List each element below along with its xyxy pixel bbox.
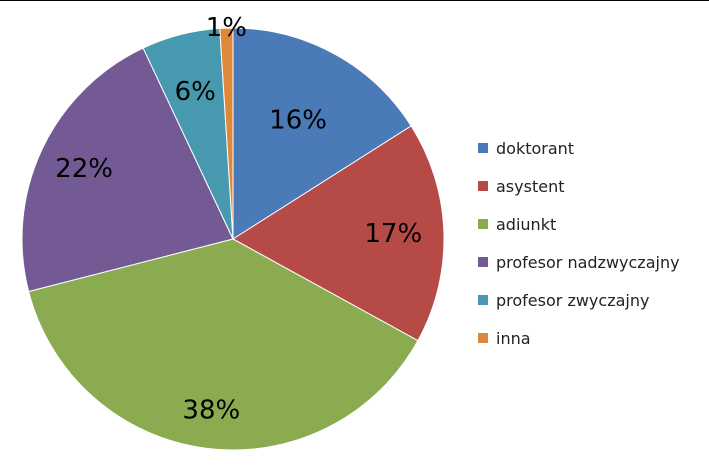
legend-swatch-profesor-zwyczajny — [478, 295, 488, 305]
data-label-doktorant: 16% — [269, 106, 327, 136]
legend-item-profesor-nadzwyczajny: profesor nadzwyczajny — [478, 243, 680, 281]
legend-label-inna: inna — [496, 328, 531, 348]
legend-label-profesor-nadzwyczajny: profesor nadzwyczajny — [496, 252, 680, 272]
legend-item-inna: inna — [478, 319, 680, 357]
data-label-profesor-nadzwyczajny: 22% — [55, 154, 113, 184]
legend-swatch-adiunkt — [478, 219, 488, 229]
legend-label-adiunkt: adiunkt — [496, 214, 557, 234]
legend-item-adiunkt: adiunkt — [478, 205, 680, 243]
pie-slice-asystent — [232, 125, 445, 342]
legend-label-asystent: asystent — [496, 176, 565, 196]
data-label-profesor-zwyczajny: 6% — [175, 77, 216, 107]
legend-item-profesor-zwyczajny: profesor zwyczajny — [478, 281, 680, 319]
legend-label-profesor-zwyczajny: profesor zwyczajny — [496, 290, 650, 310]
legend-label-doktorant: doktorant — [496, 138, 575, 158]
pie-slice-inna — [219, 27, 234, 240]
pie-slice-adiunkt — [28, 238, 419, 451]
pie-slice-doktorant — [232, 27, 412, 240]
data-label-inna: 1% — [206, 13, 247, 43]
legend-item-asystent: asystent — [478, 167, 680, 205]
pie-slice-profesor-nadzwyczajny — [21, 47, 234, 293]
legend-item-doktorant: doktorant — [478, 129, 680, 167]
data-label-asystent: 17% — [364, 219, 422, 249]
legend-swatch-doktorant — [478, 143, 488, 153]
legend-swatch-inna — [478, 333, 488, 343]
data-label-adiunkt: 38% — [182, 396, 240, 426]
legend: doktorant asystent adiunkt profesor nadz… — [478, 129, 680, 357]
legend-swatch-profesor-nadzwyczajny — [478, 257, 488, 267]
legend-swatch-asystent — [478, 181, 488, 191]
